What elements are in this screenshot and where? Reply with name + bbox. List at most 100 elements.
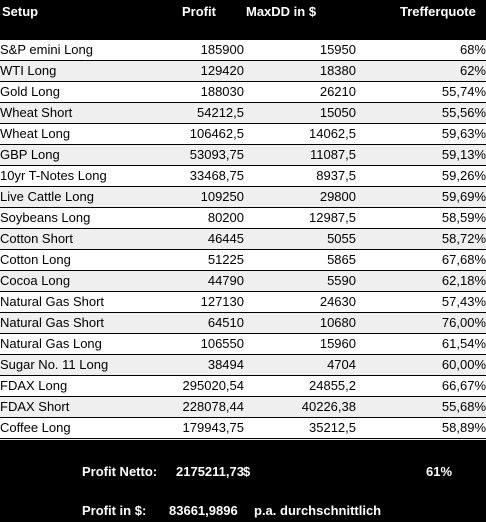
maxdd-cell: 15950 (244, 40, 356, 61)
profit-netto-currency: $ (243, 464, 251, 479)
profit-cell: 228078,44 (160, 396, 244, 418)
table-row: Cocoa Long 44790 5590 62,18% (0, 270, 486, 292)
table-row: Cotton Short 46445 5055 58,72% (0, 228, 486, 250)
header-setup: Setup (2, 4, 39, 19)
profit-cell: 53093,75 (160, 144, 244, 166)
profit-cell: 54212,5 (160, 102, 244, 124)
table-row: Natural Gas Short 64510 10680 76,00% (0, 312, 486, 334)
setup-cell: Cotton Short (0, 228, 160, 250)
setup-cell: Natural Gas Short (0, 312, 160, 334)
trefferquote-cell: 61,54% (356, 333, 486, 355)
setup-cell: WTI Long (0, 60, 160, 82)
table-row: Sugar No. 11 Long 38494 4704 60,00% (0, 354, 486, 376)
profit-cell: 109250 (160, 186, 244, 208)
maxdd-cell: 11087,5 (244, 144, 356, 166)
trefferquote-cell: 67,68% (356, 249, 486, 271)
setup-cell: Gold Long (0, 81, 160, 103)
table-row: Natural Gas Short 127130 24630 57,43% (0, 291, 486, 313)
setup-cell: Natural Gas Short (0, 291, 160, 313)
trefferquote-cell: 66,67% (356, 375, 486, 397)
setup-cell: S&P emini Long (0, 40, 160, 61)
setup-cell: Coffee Long (0, 417, 160, 439)
summary-block: Profit Netto: 2175211,73 $ 61% Profit in… (0, 440, 486, 522)
maxdd-cell: 24855,2 (244, 375, 356, 397)
table-row: GBP Long 53093,75 11087,5 59,13% (0, 144, 486, 166)
trefferquote-cell: 58,72% (356, 228, 486, 250)
setup-cell: Cocoa Long (0, 270, 160, 292)
trefferquote-cell: 59,26% (356, 165, 486, 187)
maxdd-cell: 12987,5 (244, 207, 356, 229)
trefferquote-cell: 55,74% (356, 81, 486, 103)
setup-cell: Cotton Long (0, 249, 160, 271)
trefferquote-cell: 59,13% (356, 144, 486, 166)
profit-cell: 106550 (160, 333, 244, 355)
setup-cell: Sugar No. 11 Long (0, 354, 160, 376)
profit-cell: 106462,5 (160, 123, 244, 145)
profit-pa-suffix: p.a. durchschnittlich (254, 503, 382, 518)
table-row: Soybeans Long 80200 12987,5 58,59% (0, 207, 486, 229)
trefferquote-cell: 58,89% (356, 417, 486, 439)
trefferquote-cell: 68% (356, 40, 486, 61)
table-row: Wheat Long 106462,5 14062,5 59,63% (0, 123, 486, 145)
profit-pa-label: Profit in $: (82, 503, 147, 518)
profit-cell: 51225 (160, 249, 244, 271)
trefferquote-cell: 59,69% (356, 186, 486, 208)
table-row: Coffee Long 179943,75 35212,5 58,89% (0, 417, 486, 439)
maxdd-cell: 14062,5 (244, 123, 356, 145)
profit-cell: 46445 (160, 228, 244, 250)
setup-cell: Soybeans Long (0, 207, 160, 229)
maxdd-cell: 15960 (244, 333, 356, 355)
maxdd-cell: 8937,5 (244, 165, 356, 187)
trefferquote-cell: 58,59% (356, 207, 486, 229)
setup-cell: Wheat Short (0, 102, 160, 124)
setup-cell: Natural Gas Long (0, 333, 160, 355)
profit-cell: 129420 (160, 60, 244, 82)
maxdd-cell: 5865 (244, 249, 356, 271)
table-row: FDAX Long 295020,54 24855,2 66,67% (0, 375, 486, 397)
profit-pa-value: 83661,9896 (169, 503, 238, 518)
trefferquote-cell: 57,43% (356, 291, 486, 313)
profit-cell: 80200 (160, 207, 244, 229)
maxdd-cell: 5055 (244, 228, 356, 250)
maxdd-cell: 40226,38 (244, 396, 356, 418)
setup-table: S&P emini Long 185900 15950 68% WTI Long 1294… (0, 40, 486, 460)
profit-cell: 295020,54 (160, 375, 244, 397)
setup-cell: Wheat Long (0, 123, 160, 145)
table-row: S&P emini Long 185900 15950 68% (0, 40, 486, 61)
profit-cell: 179943,75 (160, 417, 244, 439)
table-row: FDAX Short 228078,44 40226,38 55,68% (0, 396, 486, 418)
maxdd-cell: 15050 (244, 102, 356, 124)
profit-cell: 185900 (160, 40, 244, 61)
profit-netto-quote: 61% (426, 464, 453, 479)
header-maxdd: MaxDD in $ (246, 4, 317, 19)
trefferquote-cell: 55,68% (356, 396, 486, 418)
maxdd-cell: 29800 (244, 186, 356, 208)
header-profit: Profit (182, 4, 216, 19)
profit-netto-value: 2175211,73 (176, 464, 244, 479)
table-row: Cotton Long 51225 5865 67,68% (0, 249, 486, 271)
maxdd-cell: 4704 (244, 354, 356, 376)
profit-cell: 64510 (160, 312, 244, 334)
trefferquote-cell: 55,56% (356, 102, 486, 124)
maxdd-cell: 35212,5 (244, 417, 356, 439)
header-row: Setup Profit MaxDD in $ Trefferquote (0, 0, 486, 40)
setup-cell: FDAX Long (0, 375, 160, 397)
setup-cell: GBP Long (0, 144, 160, 166)
table-row: Live Cattle Long 109250 29800 59,69% (0, 186, 486, 208)
profit-cell: 33468,75 (160, 165, 244, 187)
maxdd-cell: 10680 (244, 312, 356, 334)
profit-cell: 127130 (160, 291, 244, 313)
maxdd-cell: 18380 (244, 60, 356, 82)
profit-cell: 38494 (160, 354, 244, 376)
table-row: 10yr T-Notes Long 33468,75 8937,5 59,26% (0, 165, 486, 187)
profit-cell: 188030 (160, 81, 244, 103)
setup-cell: 10yr T-Notes Long (0, 165, 160, 187)
table-row: Wheat Short 54212,5 15050 55,56% (0, 102, 486, 124)
trefferquote-cell: 59,63% (356, 123, 486, 145)
maxdd-cell: 5590 (244, 270, 356, 292)
maxdd-cell: 26210 (244, 81, 356, 103)
maxdd-cell: 24630 (244, 291, 356, 313)
setup-cell: FDAX Short (0, 396, 160, 418)
trefferquote-cell: 62,18% (356, 270, 486, 292)
